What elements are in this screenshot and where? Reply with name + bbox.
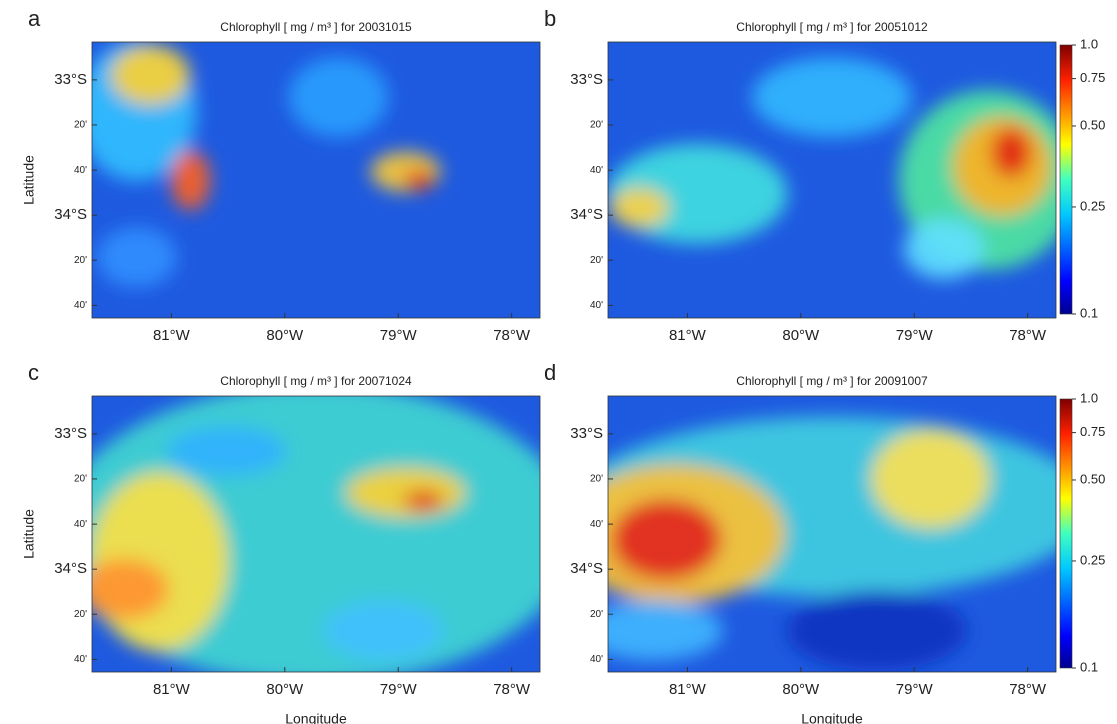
x-tick-label: 78°W: [1009, 681, 1047, 698]
colorbar-tick-label: 0.50: [1080, 117, 1105, 132]
frame: [607, 395, 1057, 673]
chlorophyll-patch: [609, 187, 670, 228]
chlorophyll-patch: [611, 499, 722, 580]
x-tick-label: 81°W: [153, 681, 191, 698]
y-tick-label: 20': [74, 120, 87, 131]
x-axis-label: Longitude: [285, 711, 347, 724]
panel-label: b: [544, 6, 556, 31]
colorbar-tick-label: 0.75: [1080, 70, 1105, 85]
x-axis-label: Longitude: [801, 711, 863, 724]
x-tick-label: 81°W: [669, 681, 707, 698]
y-tick-label: 20': [590, 120, 603, 131]
chlorophyll-patch: [96, 227, 177, 288]
panel-label: a: [28, 6, 41, 31]
y-tick-label: 33°S: [570, 425, 603, 442]
panel-title: Chlorophyll [ mg / m³ ] for 20091007: [736, 374, 928, 388]
y-tick-label: 20': [74, 255, 87, 266]
blobs: [608, 416, 1056, 671]
chlorophyll-patch: [110, 45, 191, 106]
chlorophyll-patch: [345, 467, 466, 518]
x-tick-label: 79°W: [896, 681, 934, 698]
chlorophyll-patch: [288, 57, 389, 138]
chlorophyll-patch: [166, 426, 287, 477]
blobs: [92, 42, 441, 288]
x-tick-label: 81°W: [153, 327, 191, 344]
colorbar: [1059, 398, 1073, 669]
chlorophyll-patch: [92, 559, 169, 620]
y-axis-label: Latitude: [21, 155, 37, 205]
y-tick-label: 40': [590, 165, 603, 176]
colorbar-tick-label: 1.0: [1080, 390, 1098, 405]
chlorophyll-patch: [991, 127, 1032, 178]
chlorophyll-patch: [752, 57, 912, 138]
x-tick-label: 78°W: [493, 681, 531, 698]
y-tick-label: 40': [74, 654, 87, 665]
x-tick-label: 80°W: [782, 681, 820, 698]
chlorophyll-patch: [786, 590, 967, 671]
frame: [607, 41, 1057, 319]
chlorophyll-patch: [904, 219, 984, 279]
frame: [91, 41, 541, 319]
colorbar: [1059, 44, 1073, 315]
y-tick-label: 40': [74, 519, 87, 530]
y-tick-label: 34°S: [570, 560, 603, 577]
frame: [91, 395, 541, 673]
colorbar-tick-label: 1.0: [1080, 36, 1098, 51]
y-tick-label: 33°S: [570, 71, 603, 88]
blobs: [92, 396, 540, 672]
colorbar-tick-label: 0.25: [1080, 552, 1105, 567]
chlorophyll-patch: [870, 428, 991, 529]
y-tick-label: 20': [74, 474, 87, 485]
x-tick-label: 78°W: [1009, 327, 1047, 344]
chlorophyll-patch: [608, 600, 723, 661]
chlorophyll-patch: [323, 600, 444, 661]
chlorophyll-patch: [403, 490, 444, 511]
x-tick-label: 80°W: [782, 327, 820, 344]
colorbar-tick-label: 0.75: [1080, 424, 1105, 439]
y-tick-label: 33°S: [54, 425, 87, 442]
colorbar-tick-label: 0.50: [1080, 471, 1105, 486]
y-tick-label: 34°S: [54, 206, 87, 223]
panel-label: c: [28, 360, 39, 385]
y-tick-label: 40': [74, 300, 87, 311]
x-tick-label: 79°W: [896, 327, 934, 344]
colorbar-tick-label: 0.25: [1080, 198, 1105, 213]
chlorophyll-patch: [170, 150, 211, 210]
colorbar-tick-label: 0.1: [1080, 305, 1098, 320]
map-image: [608, 42, 1056, 318]
colorbar-tick-label: 0.1: [1080, 659, 1098, 674]
y-tick-label: 40': [74, 165, 87, 176]
y-tick-label: 40': [590, 519, 603, 530]
panel-title: Chlorophyll [ mg / m³ ] for 20071024: [220, 374, 412, 388]
y-tick-label: 34°S: [54, 560, 87, 577]
y-tick-label: 33°S: [54, 71, 87, 88]
map-image: [608, 396, 1056, 672]
map-image: [92, 42, 540, 318]
chlorophyll-patch: [404, 170, 435, 190]
panel-title: Chlorophyll [ mg / m³ ] for 20031015: [220, 20, 412, 34]
x-tick-label: 80°W: [266, 681, 304, 698]
map-image: [92, 396, 540, 672]
x-tick-label: 79°W: [380, 327, 418, 344]
blobs: [608, 57, 1056, 279]
y-tick-label: 20': [590, 609, 603, 620]
panel-label: d: [544, 360, 556, 385]
panel-title: Chlorophyll [ mg / m³ ] for 20051012: [736, 20, 928, 34]
x-tick-label: 81°W: [669, 327, 707, 344]
y-tick-label: 40': [590, 300, 603, 311]
x-tick-label: 78°W: [493, 327, 531, 344]
x-tick-label: 79°W: [380, 681, 418, 698]
y-tick-label: 34°S: [570, 206, 603, 223]
y-axis-label: Latitude: [21, 509, 37, 559]
y-tick-label: 20': [74, 609, 87, 620]
y-tick-label: 20': [590, 255, 603, 266]
x-tick-label: 80°W: [266, 327, 304, 344]
y-tick-label: 40': [590, 654, 603, 665]
y-tick-label: 20': [590, 474, 603, 485]
